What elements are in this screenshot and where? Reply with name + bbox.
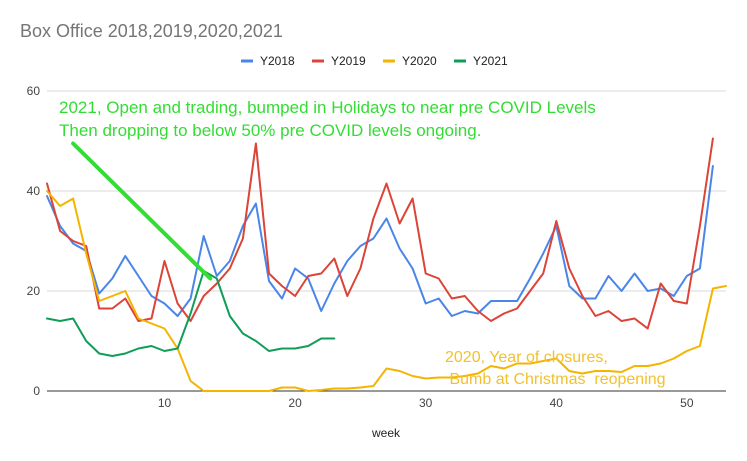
series-group <box>46 137 727 392</box>
y-tick-label: 40 <box>27 184 41 198</box>
x-axis-label: week <box>371 426 401 440</box>
legend-entry: Y2018 <box>260 54 295 68</box>
annotation-green-line: Then dropping to below 50% pre COVID lev… <box>59 121 481 140</box>
y-tick-label: 20 <box>27 284 41 298</box>
grid <box>47 90 726 392</box>
y-tick-label: 60 <box>27 84 41 98</box>
series-line-y2019 <box>46 137 714 330</box>
legend-entry: Y2020 <box>402 54 437 68</box>
x-tick-label: 50 <box>680 396 694 410</box>
annotation-green-line: 2021, Open and trading, bumped in Holida… <box>59 98 596 117</box>
y-axis-ticks: 0 20 40 60 <box>27 84 41 398</box>
x-tick-label: 20 <box>288 396 302 410</box>
legend-entry: Y2021 <box>473 54 508 68</box>
annotations: 2021, Open and trading, bumped in Holida… <box>59 98 666 388</box>
legend-entry: Y2019 <box>331 54 366 68</box>
annotation-arrow-line <box>71 141 213 281</box>
x-tick-label: 10 <box>158 396 172 410</box>
series-line-y2021 <box>46 270 336 357</box>
x-tick-label: 40 <box>550 396 564 410</box>
annotation-yellow-line: 2020, Year of closures, <box>445 349 608 366</box>
x-tick-label: 30 <box>419 396 433 410</box>
y-tick-label: 0 <box>33 384 40 398</box>
annotation-yellow-line: Bumb at Christmas reopening <box>445 371 666 388</box>
x-axis-ticks: 10 20 30 40 50 <box>158 396 694 410</box>
series-line-y2020 <box>46 190 727 392</box>
series-line-y2018 <box>46 165 714 317</box>
chart-title: Box Office 2018,2019,2020,2021 <box>20 21 283 41</box>
legend: Y2018 Y2019 Y2020 Y2021 <box>241 54 508 68</box>
